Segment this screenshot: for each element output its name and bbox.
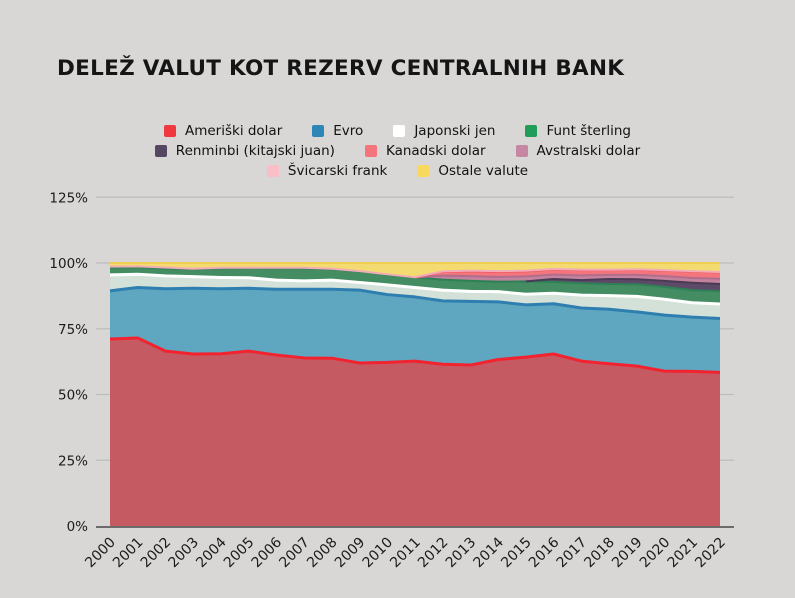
legend-swatch-icon	[515, 144, 528, 157]
y-tick-label: 100%	[49, 256, 88, 272]
x-tick-label: 2015	[498, 535, 535, 572]
x-tick-label: 2018	[581, 535, 618, 572]
legend-item-renminbi-kitajski-juan: Renminbi (kitajski juan)	[154, 141, 335, 160]
legend-item-kanadski-dolar: Kanadski dolar	[364, 141, 486, 160]
area-evro	[110, 287, 720, 373]
legend-row: Švicarski frank Ostale valute	[0, 161, 795, 180]
legend-item-vicarski-frank: Švicarski frank	[266, 161, 388, 180]
x-tick-label: 2009	[332, 535, 369, 572]
line-evro	[109, 285, 721, 320]
x-tick-label: 2005	[221, 535, 258, 572]
x-tick-label: 2004	[193, 534, 230, 571]
x-tick-label: 2000	[82, 535, 119, 572]
line-vicarski-frank	[109, 265, 721, 279]
y-tick-label: 75%	[58, 322, 88, 338]
legend-swatch-icon	[525, 124, 538, 137]
legend-label: Evro	[333, 122, 364, 139]
legend-label: Japonski jen	[414, 122, 496, 139]
legend-swatch-icon	[154, 144, 167, 157]
legend-swatch-icon	[266, 164, 279, 177]
line-japonski-jen	[109, 272, 721, 306]
x-tick-label: 2006	[249, 534, 286, 571]
legend-swatch-icon	[364, 144, 377, 157]
legend-label: Ostale valute	[438, 162, 529, 179]
legend-row: Renminbi (kitajski juan) Kanadski dolar Av…	[0, 141, 795, 160]
x-tick-label: 2020	[637, 535, 674, 572]
legend-item-evro: Evro	[312, 121, 363, 140]
x-tick-label: 2019	[609, 535, 646, 572]
legend-label: Švicarski frank	[287, 162, 388, 179]
legend-item-funt-terling: Funt šterling	[525, 121, 631, 140]
area-ostale-valute	[110, 263, 720, 278]
x-tick-label: 2017	[554, 535, 591, 572]
x-tick-label: 2011	[387, 535, 424, 572]
legend-label: Avstralski dolar	[536, 142, 641, 159]
y-tick-label: 50%	[58, 388, 88, 404]
legend-label: Ameriški dolar	[184, 122, 283, 139]
line-renminbi-kitajski-juan	[525, 278, 721, 286]
x-tick-label: 2016	[526, 534, 563, 571]
legend-label: Renminbi (kitajski juan)	[175, 142, 335, 159]
x-tick-label: 2007	[276, 535, 313, 572]
legend-swatch-icon	[163, 124, 176, 137]
x-tick-label: 2002	[138, 535, 175, 572]
line-avstralski-dolar	[414, 273, 721, 280]
chart-legend: Ameriški dolar Evro Japonski jen Funt šterl…	[0, 121, 795, 180]
area-funt-terling	[110, 267, 720, 305]
legend-swatch-icon	[417, 164, 430, 177]
legend-label: Funt šterling	[546, 122, 632, 139]
x-tick-label: 2001	[110, 535, 147, 572]
x-tick-label: 2022	[692, 535, 729, 572]
legend-item-ostale-valute: Ostale valute	[417, 161, 528, 180]
x-tick-label: 2008	[304, 535, 341, 572]
x-tick-label: 2010	[360, 535, 397, 572]
legend-item-japonski-jen: Japonski jen	[393, 121, 495, 140]
line-ameri-ki-dolar	[109, 336, 721, 374]
legend-label: Kanadski dolar	[385, 142, 486, 159]
y-tick-label: 0%	[67, 519, 89, 535]
area-ameri-ki-dolar	[110, 337, 720, 526]
legend-row: Ameriški dolar Evro Japonski jen Funt šterl…	[0, 121, 795, 140]
x-tick-label: 2003	[165, 535, 202, 572]
legend-swatch-icon	[312, 124, 325, 137]
x-tick-label: 2014	[470, 534, 507, 571]
legend-swatch-icon	[393, 124, 406, 137]
y-tick-label: 125%	[49, 190, 88, 206]
x-tick-label: 2012	[415, 535, 452, 572]
y-tick-label: 25%	[58, 453, 88, 469]
chart-title: DELEŽ VALUT KOT REZERV CENTRALNIH BANK	[57, 56, 625, 81]
x-tick-label: 2021	[665, 535, 702, 572]
legend-item-avstralski-dolar: Avstralski dolar	[515, 141, 641, 160]
legend-item-ameri-ki-dolar: Ameriški dolar	[163, 121, 283, 140]
x-tick-label: 2013	[443, 535, 480, 572]
